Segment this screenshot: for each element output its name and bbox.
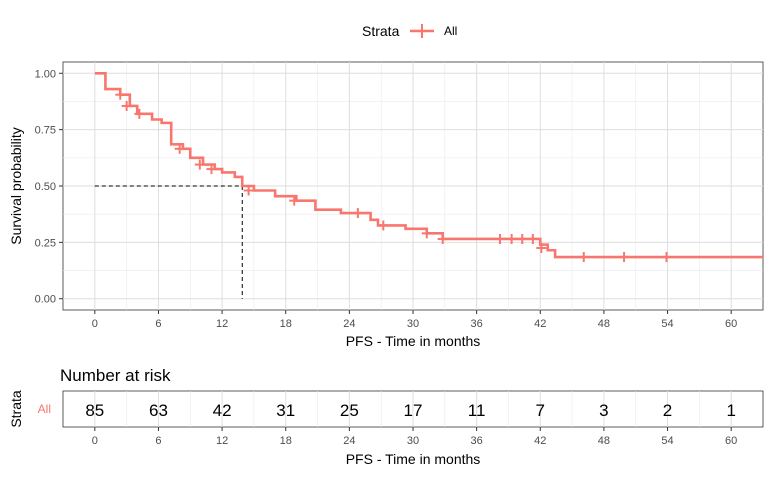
legend: Strata All [362,23,457,39]
risk-value: 31 [276,401,295,420]
y-axis-title: Survival probability [8,127,24,245]
legend-key [410,24,434,38]
x-axis-title: PFS - Time in months [346,333,481,349]
y-tick-label: 0.00 [35,294,56,306]
y-axis: 0.00 0.25 0.50 0.75 1.00 [35,68,63,306]
series-group [94,71,763,263]
risk-x-tick-label: 12 [216,435,228,447]
x-axis: 0 6 12 18 24 30 36 42 48 54 60 [92,310,737,330]
y-tick-label: 0.50 [35,181,56,193]
legend-title: Strata [362,23,400,39]
x-tick-label: 18 [280,318,292,330]
risk-table-title: Number at risk [60,366,171,385]
x-tick-label: 42 [534,318,546,330]
risk-value: 25 [340,401,359,420]
risk-table-grid [94,391,732,427]
risk-value: 11 [468,401,486,420]
risk-x-tick-label: 0 [92,435,98,447]
risk-value: 85 [85,401,104,420]
risk-value: 3 [599,401,608,420]
x-tick-label: 60 [725,318,737,330]
x-tick-label: 0 [92,318,98,330]
median-lines [94,185,243,299]
risk-x-tick-label: 24 [343,435,355,447]
risk-value: 2 [663,401,672,420]
risk-x-tick-label: 42 [534,435,546,447]
risk-table: Number at risk 85 63 42 31 25 17 11 7 3 2 1 0 6 12 18… [8,366,764,467]
risk-value: 63 [149,401,168,420]
risk-x-tick-label: 18 [280,435,292,447]
risk-x-tick-label: 60 [725,435,737,447]
risk-table-x-axis: 0 6 12 18 24 30 36 42 48 54 60 [92,427,737,447]
survival-plot: 0 6 12 18 24 30 36 42 48 54 60 0.00 0.25 0.50 0.75 1.0… [8,61,764,349]
x-tick-label: 30 [407,318,419,330]
risk-value: 7 [536,401,545,420]
x-tick-label: 6 [155,318,161,330]
risk-x-tick-label: 36 [471,435,483,447]
x-tick-label: 48 [598,318,610,330]
x-tick-label: 54 [661,318,673,330]
x-tick-label: 24 [343,318,355,330]
x-tick-label: 36 [471,318,483,330]
y-tick-label: 0.25 [35,237,56,249]
legend-entry-all: All [444,24,457,38]
risk-value: 42 [213,401,232,420]
risk-value: 1 [726,401,735,420]
y-tick-label: 0.75 [35,125,56,137]
risk-x-tick-label: 48 [598,435,610,447]
risk-x-tick-label: 30 [407,435,419,447]
x-tick-label: 12 [216,318,228,330]
risk-x-tick-label: 6 [155,435,161,447]
risk-x-tick-label: 54 [661,435,673,447]
risk-table-x-title: PFS - Time in months [346,451,481,467]
risk-value: 17 [404,401,423,420]
risk-table-y-title: Strata [8,390,24,428]
y-tick-label: 1.00 [35,68,56,80]
risk-table-values: 85 63 42 31 25 17 11 7 3 2 1 [85,401,736,420]
grid-major [63,62,763,310]
risk-row-label-all: All [38,402,51,416]
